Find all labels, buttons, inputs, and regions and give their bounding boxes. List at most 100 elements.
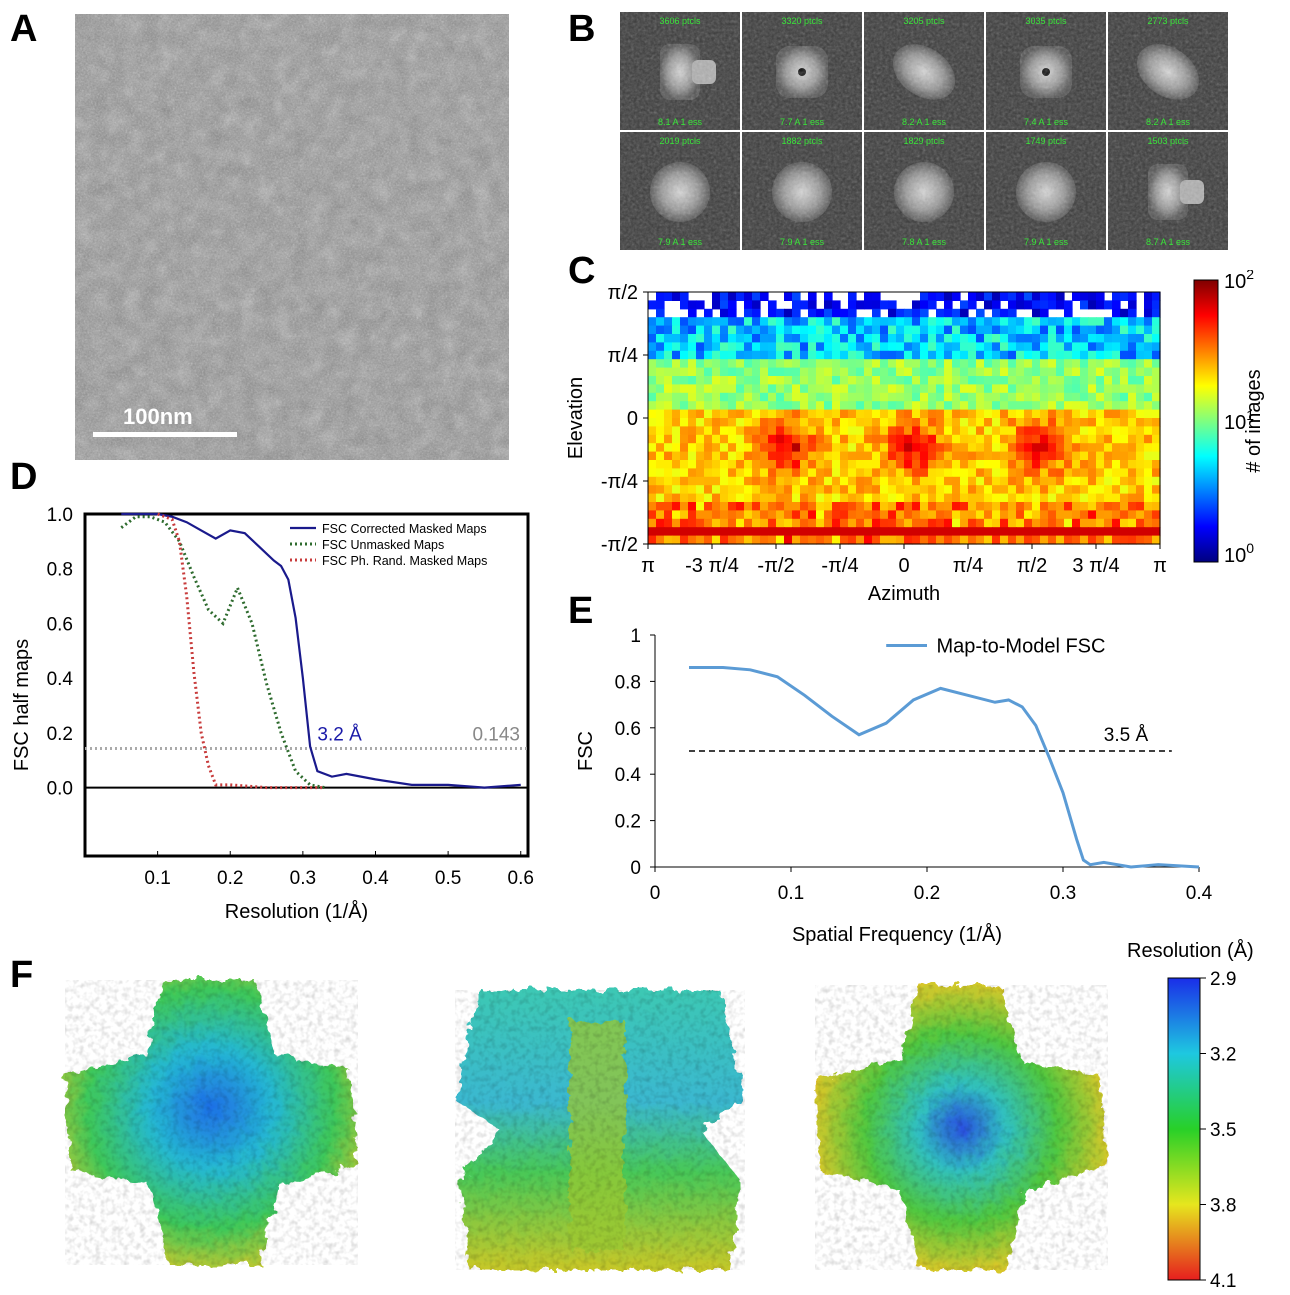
heatmap-cell [808,434,817,444]
heatmap-cell [944,409,953,419]
heatmap-cell [648,418,657,427]
heatmap-cell [760,451,769,461]
heatmap-cell [984,510,993,520]
heatmap-cell [952,409,961,419]
x-tick-label: π/4 [953,555,983,577]
y-tick-label: 0.0 [47,779,73,800]
heatmap-cell [664,376,673,385]
heatmap-cell [1136,342,1145,352]
heatmap-cell [1008,308,1017,318]
heatmap-cell [656,426,665,436]
heatmap-cell [840,350,849,360]
heatmap-cell [1048,376,1057,385]
heatmap-cell [648,376,657,385]
heatmap-cell [760,485,769,495]
heatmap-cell [848,292,857,301]
heatmap-cell [800,460,809,469]
heatmap-cell [856,460,865,469]
heatmap-cell [776,451,785,461]
heatmap-cell [800,510,809,520]
heatmap-cell [992,376,1001,385]
heatmap-cell [704,359,713,369]
heatmap-cell [1128,443,1137,453]
heatmap-cell [808,443,817,453]
heatmap-cell [696,451,705,461]
heatmap-cell [736,376,745,385]
heatmap-cell [720,409,729,419]
heatmap-cell [672,367,681,377]
heatmap-cell [1000,401,1009,411]
class-resolution-label: 7.8 A 1 ess [902,237,947,247]
heatmap-cell [960,527,969,537]
heatmap-cell [648,493,657,503]
heatmap-cell [1104,359,1113,369]
heatmap-cell [952,367,961,377]
heatmap-cell [720,317,729,327]
heatmap-cell [1000,342,1009,352]
heatmap-cell [680,376,689,385]
heatmap-cell [824,502,833,511]
heatmap-cell [744,535,753,545]
heatmap-cell [1144,434,1153,444]
heatmap-cell [784,317,793,327]
heatmap-cell [736,384,745,394]
heatmap-cell [848,502,857,511]
heatmap-cell [1040,468,1049,478]
heatmap-cell [808,300,817,310]
heatmap-cell [1072,468,1081,478]
heatmap-cell [672,426,681,436]
heatmap-cell [1088,342,1097,352]
heatmap-cell [680,460,689,469]
heatmap-cell [736,317,745,327]
heatmap-cell [1000,317,1009,327]
heatmap-cell [1016,493,1025,503]
heatmap-cell [816,325,825,335]
heatmap-cell [816,334,825,343]
heatmap-cell [1000,518,1009,528]
heatmap-cell [768,434,777,444]
heatmap-cell [1016,535,1025,545]
heatmap-cell [952,292,961,301]
heatmap-cell [728,476,737,486]
heatmap-cell [936,485,945,495]
heatmap-cell [880,451,889,461]
heatmap-cell [832,426,841,436]
heatmap-cell [704,493,713,503]
heatmap-cell [1120,359,1129,369]
heatmap-cell [1080,334,1089,343]
heatmap-cell [872,451,881,461]
heatmap-cell [792,334,801,343]
heatmap-cell [712,384,721,394]
heatmap-cell [704,510,713,520]
heatmap-cell [1040,476,1049,486]
heatmap-cell [888,493,897,503]
heatmap-cell [656,493,665,503]
heatmap-cell [712,485,721,495]
heatmap-cell [736,325,745,335]
heatmap-cell [960,401,969,411]
heatmap-cell [1144,518,1153,528]
heatmap-cell [712,292,721,301]
heatmap-cell [840,342,849,352]
heatmap-cell [776,418,785,427]
heatmap-cell [784,376,793,385]
heatmap-cell [992,334,1001,343]
heatmap-cell [792,325,801,335]
heatmap-cell [920,485,929,495]
heatmap-cell [760,350,769,360]
heatmap-cell [1096,485,1105,495]
heatmap-cell [1072,342,1081,352]
heatmap-cell [864,384,873,394]
heatmap-cell [1016,300,1025,310]
heatmap-cell [744,401,753,411]
heatmap-cell [1096,527,1105,537]
heatmap-cell [840,518,849,528]
colorbar-tick-label: 102 [1224,270,1254,293]
heatmap-cell [672,392,681,402]
heatmap-cell [1032,401,1041,411]
heatmap-cell [840,317,849,327]
heatmap-cell [720,460,729,469]
heatmap-cell [824,308,833,318]
y-tick-label: -π/4 [601,471,638,493]
heatmap-cell [896,460,905,469]
